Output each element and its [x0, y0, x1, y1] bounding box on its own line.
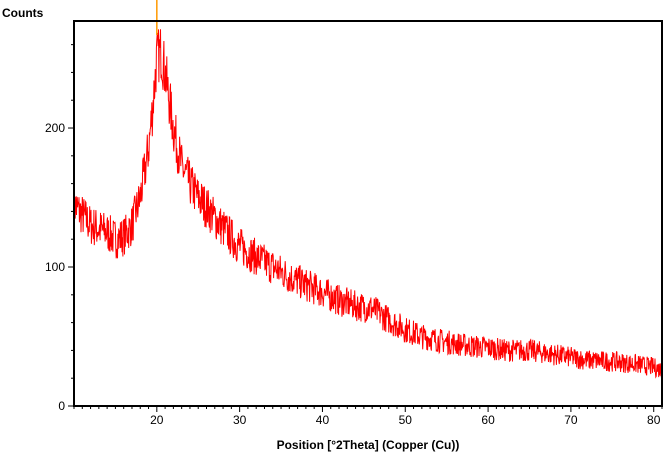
- x-tick-label: 70: [564, 413, 578, 427]
- y-axis: 0 100 200: [45, 44, 74, 413]
- x-tick-label: 60: [481, 413, 495, 427]
- y-axis-title: Counts: [2, 6, 44, 20]
- plot-area: [73, 0, 663, 379]
- x-axis-title: Position [°2Theta] (Copper (Cu)): [277, 438, 460, 452]
- x-tick-label: 30: [233, 413, 247, 427]
- x-tick-label: 20: [150, 413, 164, 427]
- x-tick-label: 40: [316, 413, 330, 427]
- y-tick-label: 0: [58, 399, 65, 413]
- series-line-0: [73, 29, 663, 379]
- x-tick-label: 80: [647, 413, 661, 427]
- plot-frame: [73, 20, 663, 407]
- x-tick-label: 50: [399, 413, 413, 427]
- y-tick-label: 100: [45, 260, 65, 274]
- y-tick-label: 200: [45, 121, 65, 135]
- x-axis: 20 30 40 50 60 70 80: [73, 406, 663, 427]
